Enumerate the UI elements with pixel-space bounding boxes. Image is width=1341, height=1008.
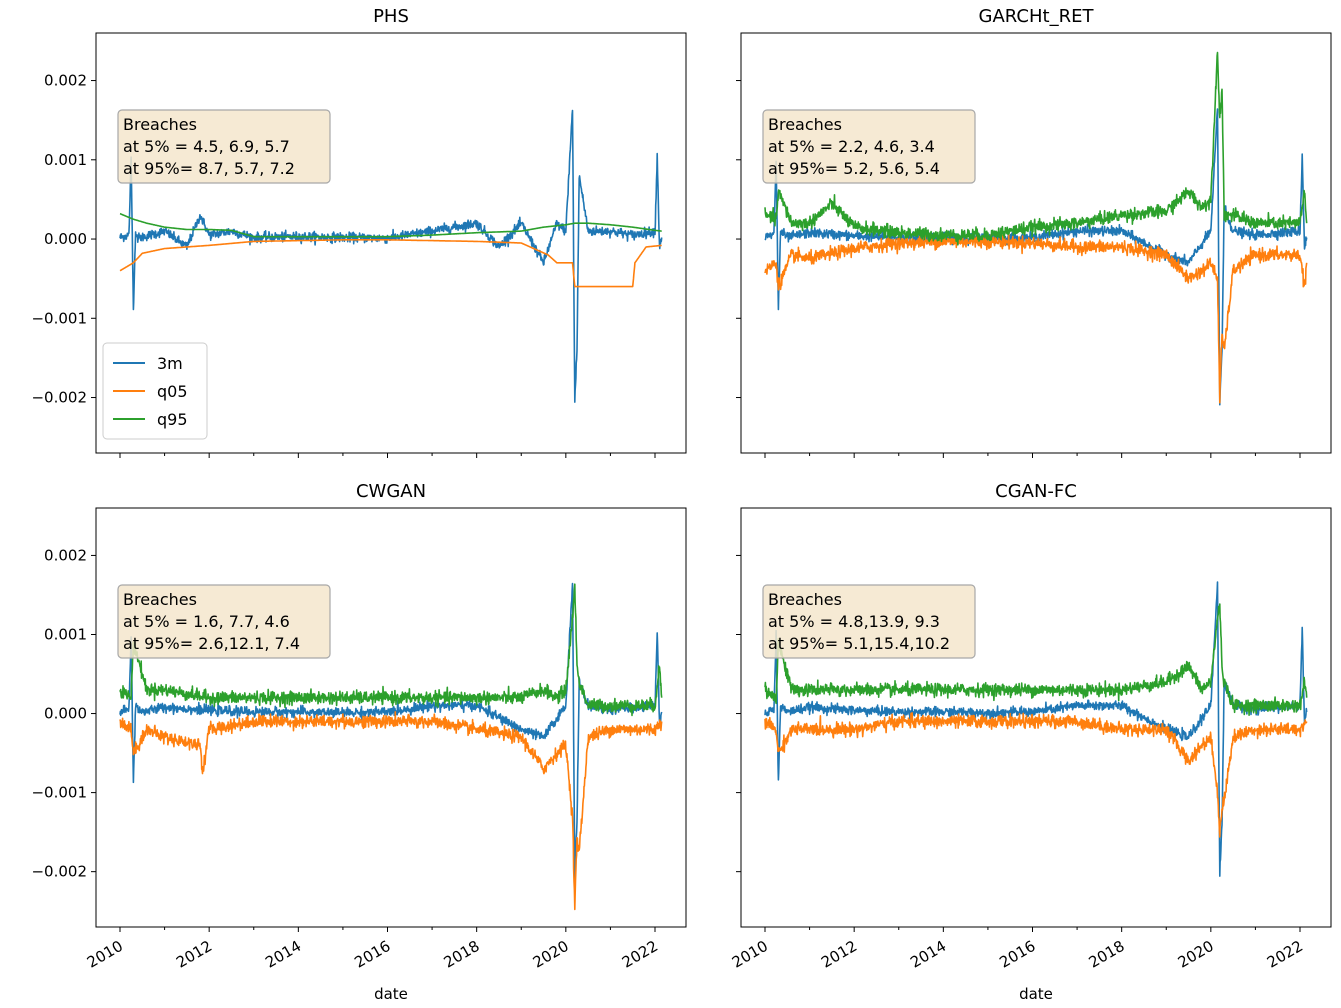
y-tick-label: 0.000 [44,230,87,248]
chart-title: CGAN-FC [995,481,1077,502]
series-line-q95 [119,583,663,717]
y-tick-label: 0.002 [44,72,87,90]
x-tick-label: 2010 [729,937,771,972]
series-line-3m [119,109,663,403]
y-tick-label: −0.001 [31,784,87,802]
annotation-line: at 5% = 1.6, 7.7, 4.6 [123,612,290,631]
plot-area [764,51,1308,406]
annotation-line: Breaches [123,115,197,134]
x-tick-label: 2014 [262,937,304,972]
chart-panel-3: 0.002 0.001 0.000 −0.001 −0.002 2010 2012 2014 2… [31,481,687,1003]
annotation-box [762,584,976,659]
series-line-q05 [119,239,663,288]
chart-title: CWGAN [356,481,426,502]
chart-title: PHS [373,6,409,27]
x-axis-label: date [374,985,408,1003]
annotation-line: at 95%= 8.7, 5.7, 7.2 [123,159,295,178]
annotation-line: at 5% = 2.2, 4.6, 3.4 [768,137,935,156]
y-tick-label: 0.001 [44,151,87,169]
series-line-3m [764,108,1308,406]
plot-area [764,581,1308,877]
series-line-q95 [764,51,1308,246]
y-tick-label: 0.000 [44,705,87,723]
x-tick-label: 2012 [818,937,860,972]
annotation-box [762,109,976,184]
x-tick-label: 2020 [530,937,572,972]
annotation-line: Breaches [768,590,842,609]
chart-panel-1: 0.002 0.001 0.000 −0.001 −0.002 PHS Breaches at… [31,6,687,458]
axes-frame [740,507,1332,928]
series-line-q05 [119,711,663,911]
x-tick-label: 2016 [996,937,1038,972]
x-tick-label: 2010 [84,937,126,972]
x-tick-label: 2014 [907,937,949,972]
y-tick-label: −0.002 [31,863,87,881]
y-tick-label: −0.002 [31,389,87,407]
x-tick-label: 2022 [1264,937,1306,972]
legend-label-q95: q95 [157,410,188,429]
y-tick-label: −0.001 [31,309,87,327]
annotation-line: at 5% = 4.8,13.9, 9.3 [768,612,940,631]
series-line-q95 [119,212,663,238]
annotation-line: at 95%= 5.1,15.4,10.2 [768,634,950,653]
legend-label-q05: q05 [157,382,188,401]
annotation-box [117,584,331,659]
annotation-line: at 5% = 4.5, 6.9, 5.7 [123,137,290,156]
series-line-q05 [764,712,1308,838]
annotation-box [117,109,331,184]
annotation-line: at 95%= 5.2, 5.6, 5.4 [768,159,940,178]
x-axis-label: date [1019,985,1053,1003]
chart-panel-2: GARCHt_RET Breaches at 5% = 2.2, 4.6, 3.4 a… [736,6,1332,458]
axes-frame [740,32,1332,454]
y-tick-label: 0.001 [44,625,87,643]
series-line-q95 [764,603,1308,716]
annotation-line: at 95%= 2.6,12.1, 7.4 [123,634,300,653]
legend-box [102,342,208,440]
x-tick-label: 2018 [441,937,483,972]
plot-area [119,109,663,403]
series-line-q05 [764,232,1308,404]
axes-frame [95,32,687,454]
chart-title: GARCHt_RET [979,6,1095,27]
annotation-line: Breaches [123,590,197,609]
x-tick-label: 2016 [351,937,393,972]
series-line-3m [119,582,663,879]
chart-panel-4: 2010 2012 2014 2016 2018 2020 2022 date CGAN-FC B… [729,481,1332,1003]
axes-frame [95,507,687,928]
annotation-line: Breaches [768,115,842,134]
y-tick-label: 0.002 [44,546,87,564]
legend-label-3m: 3m [157,354,183,373]
x-tick-label: 2018 [1086,937,1128,972]
x-tick-label: 2020 [1175,937,1217,972]
x-tick-label: 2022 [619,937,661,972]
x-tick-label: 2012 [173,937,215,972]
series-line-3m [764,581,1308,877]
plot-area [119,582,663,911]
